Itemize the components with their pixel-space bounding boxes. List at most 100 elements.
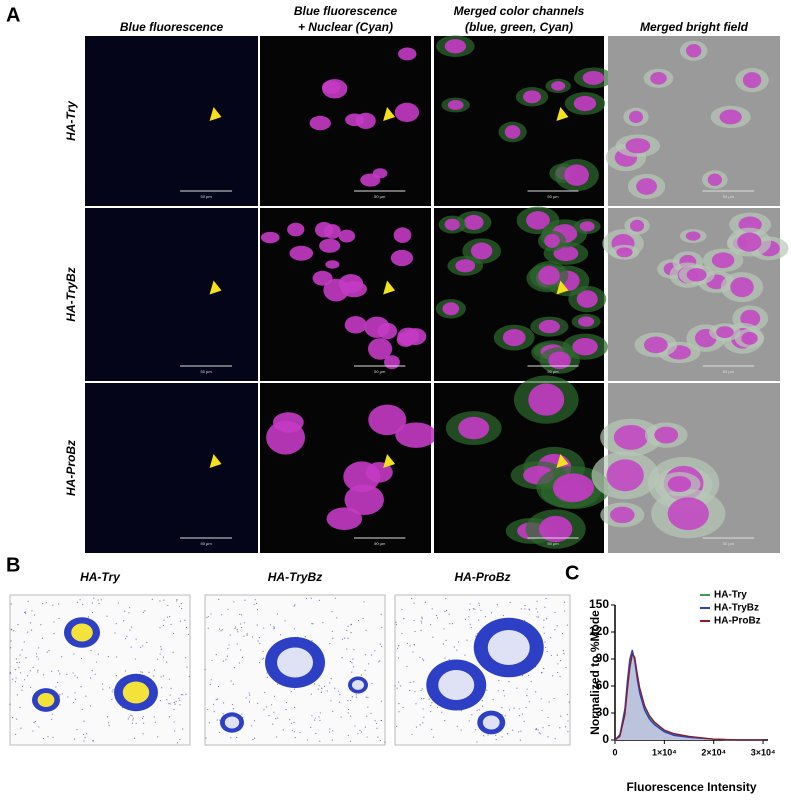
noise-dot — [208, 722, 210, 724]
noise-dot — [374, 650, 376, 652]
noise-dot — [435, 614, 438, 617]
noise-dot — [179, 738, 181, 741]
noise-dot — [365, 696, 367, 698]
noise-dot — [275, 718, 277, 720]
noise-dot — [19, 706, 21, 708]
noise-dot — [528, 608, 530, 610]
noise-dot — [304, 636, 306, 638]
noise-dot — [542, 727, 544, 729]
noise-dot — [16, 718, 18, 720]
nucleus — [502, 329, 526, 347]
noise-dot — [74, 698, 76, 700]
noise-dot — [529, 609, 531, 611]
series-line — [614, 653, 764, 741]
noise-dot — [163, 619, 165, 621]
noise-dot — [160, 648, 162, 650]
noise-dot — [546, 650, 548, 653]
noise-dot — [115, 656, 118, 658]
noise-dot — [38, 647, 40, 649]
micrograph: 50 µm — [260, 36, 431, 206]
noise-dot — [409, 645, 411, 647]
noise-dot — [279, 634, 282, 636]
noise-dot — [378, 661, 380, 663]
noise-dot — [290, 691, 292, 693]
noise-dot — [185, 626, 188, 629]
noise-dot — [97, 653, 99, 655]
noise-dot — [451, 623, 454, 625]
image-background — [85, 208, 258, 381]
noise-dot — [42, 603, 44, 605]
arrowhead — [209, 280, 222, 295]
noise-dot — [92, 740, 94, 742]
noise-dot — [76, 677, 78, 679]
noise-dot — [243, 635, 245, 637]
nucleus — [504, 125, 521, 139]
nucleus — [654, 426, 679, 444]
noise-dot — [334, 687, 336, 689]
noise-dot — [436, 617, 439, 619]
noise-dot — [112, 689, 114, 691]
noise-dot — [256, 608, 259, 611]
noise-dot — [367, 706, 369, 708]
noise-dot — [127, 718, 129, 720]
noise-dot — [90, 649, 92, 652]
noise-dot — [100, 599, 103, 601]
noise-dot — [291, 729, 294, 731]
noise-dot — [59, 693, 61, 695]
noise-dot — [14, 681, 17, 683]
noise-dot — [253, 737, 256, 739]
noise-dot — [244, 599, 246, 601]
noise-dot — [84, 737, 86, 739]
panel-label: B — [6, 554, 20, 576]
noise-dot — [495, 739, 497, 741]
noise-dot — [166, 699, 168, 701]
noise-dot — [230, 737, 232, 739]
noise-dot — [178, 605, 180, 608]
noise-dot — [282, 729, 284, 731]
noise-dot — [36, 656, 38, 658]
scale-bar-label: 50 µm — [200, 541, 212, 546]
noise-dot — [318, 685, 320, 687]
nucleus — [394, 102, 420, 123]
noise-dot — [331, 630, 333, 632]
render-3d — [204, 594, 386, 746]
noise-dot — [173, 721, 175, 723]
noise-dot — [255, 602, 258, 605]
noise-dot — [210, 679, 212, 681]
noise-dot — [162, 624, 165, 627]
noise-dot — [41, 637, 44, 639]
noise-dot — [498, 679, 500, 682]
nucleus — [398, 47, 417, 61]
noise-dot — [82, 733, 85, 736]
noise-dot — [548, 701, 550, 703]
noise-dot — [173, 708, 175, 711]
series-line — [614, 649, 764, 741]
noise-dot — [226, 655, 229, 657]
nucleus — [393, 227, 412, 243]
noise-dot — [16, 694, 18, 696]
noise-dot — [262, 650, 264, 652]
noise-dot — [130, 646, 132, 648]
noise-dot — [61, 693, 63, 695]
noise-dot — [563, 652, 565, 655]
noise-dot — [351, 671, 353, 673]
noise-dot — [93, 597, 95, 599]
noise-dot — [81, 708, 83, 711]
noise-dot — [240, 649, 242, 651]
noise-dot — [52, 604, 54, 606]
noise-dot — [547, 716, 549, 718]
noise-dot — [379, 643, 381, 645]
nucleus — [365, 462, 393, 483]
noise-dot — [248, 692, 250, 694]
arrowhead — [556, 454, 569, 468]
noise-dot — [80, 686, 82, 688]
noise-dot — [205, 737, 207, 739]
noise-dot — [413, 644, 416, 646]
noise-dot — [398, 645, 400, 647]
panel-label: A — [6, 4, 20, 26]
y-tick-label: 30 — [596, 705, 610, 719]
noise-dot — [13, 630, 15, 632]
nucleus — [395, 422, 437, 448]
noise-dot — [102, 688, 104, 690]
arrowhead — [209, 107, 222, 121]
